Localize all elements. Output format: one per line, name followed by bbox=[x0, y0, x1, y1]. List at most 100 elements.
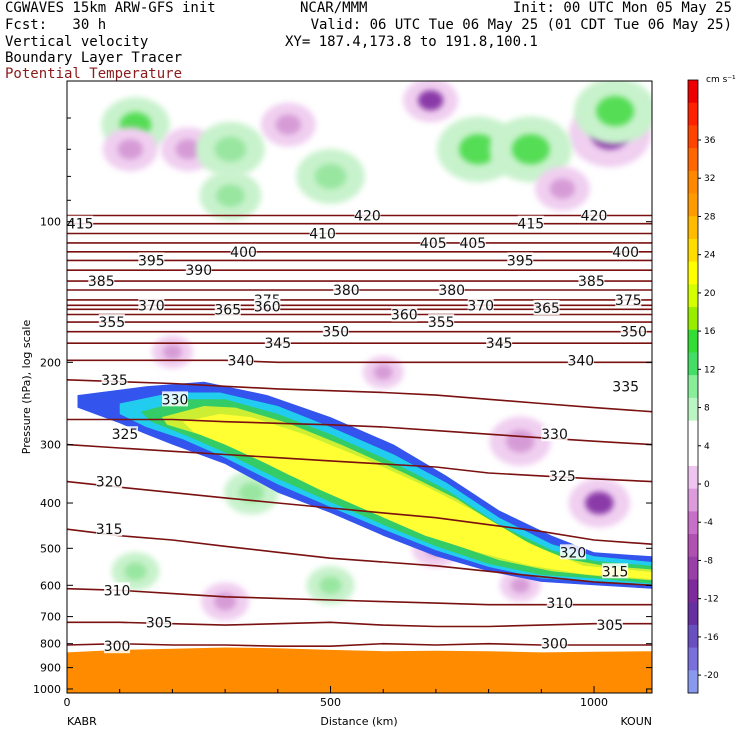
theta-label-22: 360 bbox=[391, 308, 418, 324]
institution-label: NCAR/MMM bbox=[300, 0, 368, 16]
theta-label-bg-37 bbox=[549, 467, 576, 483]
w-core-5 bbox=[596, 95, 635, 127]
theta-label-bg-25 bbox=[428, 314, 455, 330]
colorbar-tick-label-8: 4 bbox=[704, 442, 710, 452]
theta-label-bg-41 bbox=[602, 563, 629, 579]
theta-label-4: 400 bbox=[230, 245, 257, 261]
theta-contour-315 bbox=[67, 528, 652, 587]
w-core-11 bbox=[216, 184, 245, 208]
theta-label-28: 345 bbox=[264, 336, 291, 352]
colorbar-tick-label-10: -4 bbox=[704, 518, 713, 528]
y-tick-label-200: 200 bbox=[40, 356, 61, 369]
theta-label-29: 345 bbox=[486, 336, 513, 352]
field-label-vertical-velocity: Vertical velocity bbox=[5, 34, 149, 50]
theta-label-bg-27 bbox=[620, 323, 647, 339]
theta-label-18: 370 bbox=[138, 298, 165, 314]
x-tick-label-1000: 1000 bbox=[580, 696, 608, 709]
theta-label-bg-8 bbox=[459, 234, 486, 250]
colorbar-frame bbox=[687, 79, 699, 694]
w-core-22 bbox=[214, 592, 237, 611]
theta-label-43: 310 bbox=[546, 596, 573, 612]
colorbar-swatch-9 bbox=[688, 284, 698, 308]
forecast-hour: Fcst: 30 h bbox=[5, 17, 107, 33]
theta-label-24: 355 bbox=[98, 315, 125, 331]
theta-label-bg-11 bbox=[507, 252, 534, 268]
y-tick-label-100: 100 bbox=[40, 216, 61, 229]
theta-label-27: 350 bbox=[620, 325, 647, 341]
y-tick-label-1000: 1000 bbox=[33, 683, 61, 696]
w-core-21 bbox=[319, 576, 342, 595]
w-core-3 bbox=[418, 90, 444, 111]
theta-label-8: 405 bbox=[459, 236, 486, 252]
w-core-16 bbox=[162, 344, 182, 360]
theta-label-bg-28 bbox=[264, 335, 291, 351]
theta-label-bg-33 bbox=[612, 378, 639, 394]
colorbar-swatch-14 bbox=[688, 397, 698, 422]
theta-label-bg-36 bbox=[111, 426, 138, 442]
colorbar-swatch-19 bbox=[688, 511, 698, 535]
theta-label-bg-10 bbox=[581, 207, 608, 223]
y-tick-label-400: 400 bbox=[40, 497, 61, 510]
field-label-potential-temperature: Potential Temperature bbox=[5, 66, 183, 82]
colorbar-swatch-22 bbox=[688, 579, 698, 603]
theta-label-6: 420 bbox=[354, 208, 381, 224]
y-axis-title: Pressure (hPa), log scale bbox=[20, 320, 33, 455]
theta-label-2: 385 bbox=[88, 274, 115, 290]
w-core-15 bbox=[373, 364, 393, 380]
theta-label-47: 300 bbox=[541, 637, 568, 653]
colorbar-tick-label-2: 28 bbox=[704, 212, 716, 222]
theta-label-bg-14 bbox=[615, 291, 642, 307]
colorbar-swatch-8 bbox=[688, 261, 698, 285]
colorbar-tick-label-4: 20 bbox=[704, 289, 716, 299]
theta-label-38: 320 bbox=[96, 475, 123, 491]
theta-label-bg-20 bbox=[214, 301, 241, 317]
theta-label-bg-42 bbox=[104, 582, 131, 598]
colorbar-swatch-0 bbox=[688, 80, 698, 104]
theta-label-bg-12 bbox=[612, 243, 639, 259]
theta-label-bg-40 bbox=[96, 521, 123, 537]
colorbar-tick-label-1: 32 bbox=[704, 174, 715, 184]
colorbar-tick-label-6: 12 bbox=[704, 365, 715, 375]
vertical-velocity-shading bbox=[101, 81, 652, 621]
plot-area: 415 395 385 390 400 410 420 405 405 415 420 395 400 3… bbox=[67, 81, 652, 693]
w-core-2 bbox=[275, 114, 301, 135]
theta-label-13: 385 bbox=[578, 274, 605, 290]
w-core-13 bbox=[506, 429, 535, 453]
theta-label-19: 370 bbox=[467, 298, 494, 314]
theta-label-bg-16 bbox=[438, 281, 465, 297]
x-axis: 0 500 1000 bbox=[64, 686, 648, 709]
theta-label-7: 405 bbox=[420, 236, 447, 252]
theta-label-bg-7 bbox=[420, 234, 447, 250]
colorbar-swatch-12 bbox=[688, 352, 698, 376]
w-core-9 bbox=[314, 163, 347, 190]
colorbar-tick-label-13: -16 bbox=[704, 633, 719, 643]
colorbar-swatch-5 bbox=[688, 193, 698, 217]
theta-label-46: 300 bbox=[104, 639, 131, 655]
y-tick-label-900: 900 bbox=[40, 662, 61, 675]
theta-label-16: 380 bbox=[438, 283, 465, 299]
theta-contour-340 bbox=[67, 359, 652, 364]
colorbar-tick-label-7: 8 bbox=[704, 404, 710, 414]
colorbar-tick-label-3: 24 bbox=[704, 251, 716, 261]
theta-label-26: 350 bbox=[322, 325, 349, 341]
theta-label-bg-23 bbox=[533, 299, 560, 315]
theta-label-1: 395 bbox=[138, 253, 165, 269]
colorbar-swatch-7 bbox=[688, 238, 698, 263]
theta-label-14: 375 bbox=[615, 293, 642, 309]
theta-label-bg-34 bbox=[162, 391, 189, 407]
colorbar-swatch-23 bbox=[688, 602, 698, 626]
theta-label-0: 415 bbox=[67, 217, 94, 233]
w-core-6 bbox=[459, 134, 498, 165]
colorbar-swatch-4 bbox=[688, 170, 698, 195]
y-tick-label-300: 300 bbox=[40, 439, 61, 452]
w-core-14 bbox=[585, 491, 614, 515]
colorbar-tick-label-9: 0 bbox=[704, 480, 710, 490]
x-tick-label-0: 0 bbox=[64, 696, 71, 709]
theta-label-bg-13 bbox=[578, 273, 605, 289]
end-station-label: KOUN bbox=[620, 715, 652, 728]
field-label-boundary-layer-tracer: Boundary Layer Tracer bbox=[5, 50, 183, 66]
theta-label-bg-30 bbox=[227, 352, 254, 368]
theta-label-bg-3 bbox=[185, 262, 212, 278]
theta-label-bg-19 bbox=[467, 297, 494, 313]
theta-label-bg-45 bbox=[596, 617, 623, 633]
